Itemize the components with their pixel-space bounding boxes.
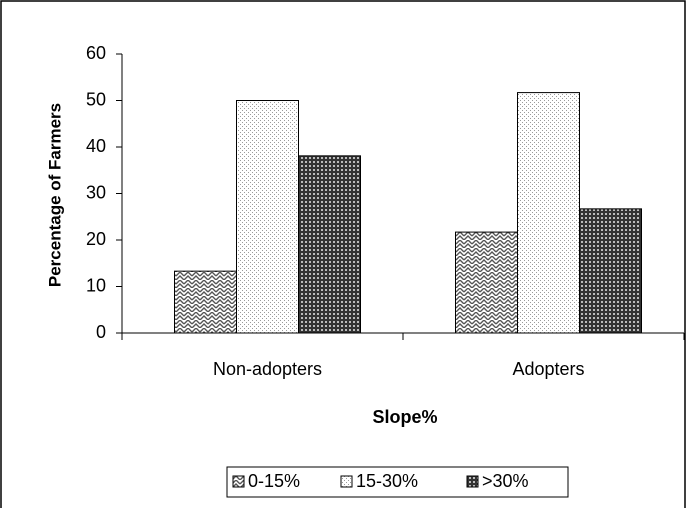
legend-box	[226, 466, 569, 498]
legend-swatch	[232, 475, 245, 488]
y-axis-label: Percentage of Farmers	[45, 103, 64, 287]
legend-swatch	[340, 475, 353, 488]
bar	[298, 155, 361, 334]
y-tick-label: 0	[96, 322, 106, 342]
y-tick-label: 30	[86, 182, 106, 202]
bar	[455, 231, 518, 334]
bar	[579, 208, 642, 334]
y-tick-label: 50	[86, 89, 106, 109]
bar	[517, 92, 580, 334]
x-tick-label: Non-adopters	[213, 359, 322, 379]
y-tick-label: 10	[86, 275, 106, 295]
x-axis-label: Slope%	[372, 407, 437, 427]
legend-label: >30%	[482, 471, 529, 491]
legend-swatch	[466, 475, 479, 488]
legend-label: 0-15%	[248, 471, 300, 491]
legend-label: 15-30%	[356, 471, 418, 491]
y-tick-label: 40	[86, 136, 106, 156]
y-tick-label: 20	[86, 229, 106, 249]
bar	[236, 100, 299, 334]
x-tick-label: Adopters	[512, 359, 584, 379]
y-tick-label: 60	[86, 43, 106, 63]
bar	[174, 270, 237, 334]
